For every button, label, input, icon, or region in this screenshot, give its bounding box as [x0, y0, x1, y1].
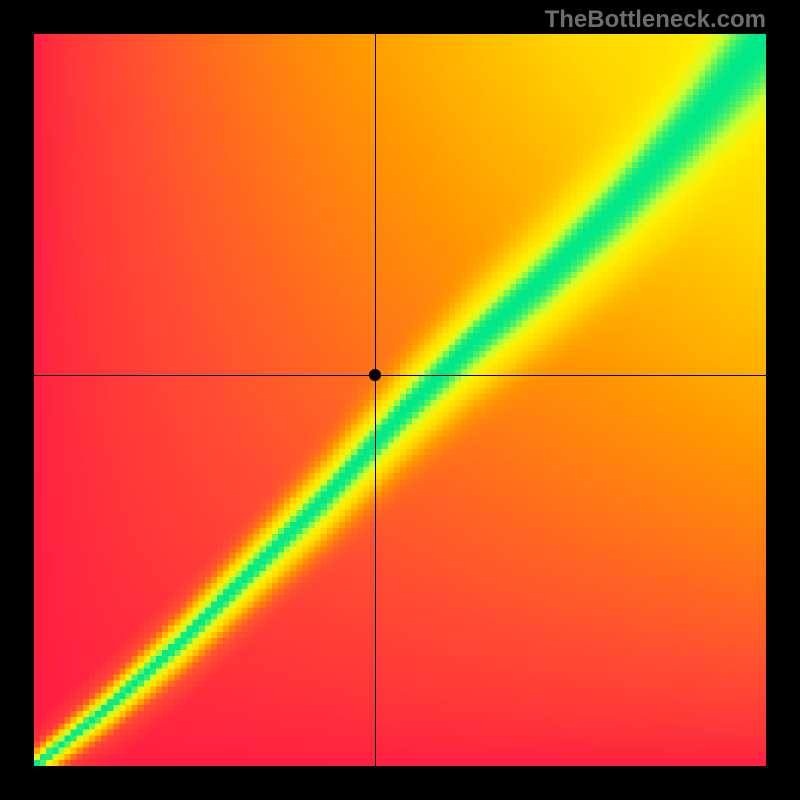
watermark-text: TheBottleneck.com	[545, 6, 766, 34]
crosshair-vertical	[375, 34, 376, 766]
heatmap-canvas	[34, 34, 766, 766]
crosshair-horizontal	[34, 375, 766, 376]
chart-container: TheBottleneck.com	[0, 0, 800, 800]
